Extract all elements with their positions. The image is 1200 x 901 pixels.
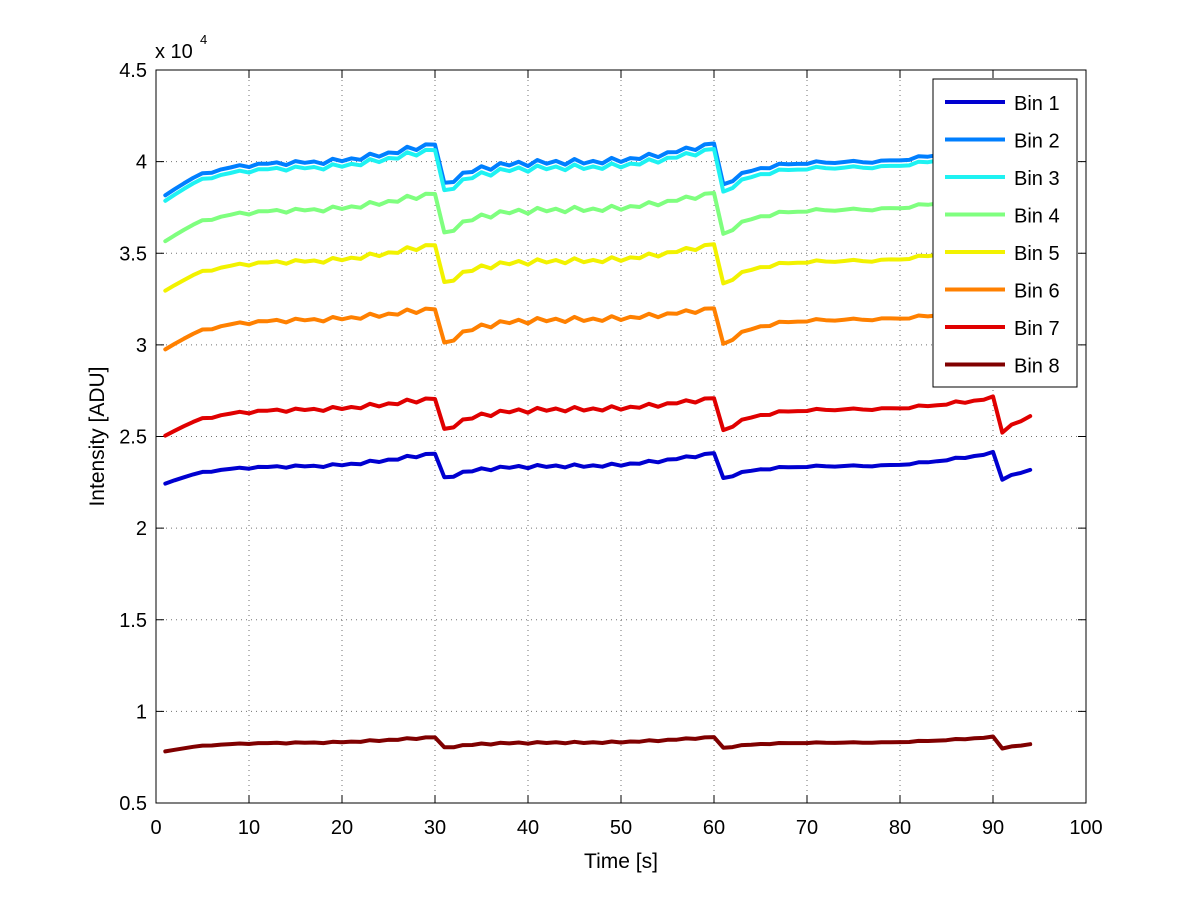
legend-label: Bin 7 (1014, 318, 1060, 340)
series-lines (163, 139, 1033, 754)
series-line-bin-3 (163, 144, 1033, 203)
y-tick-label: 4 (136, 152, 147, 174)
x-tick-label: 20 (331, 817, 353, 839)
x-tick-label: 30 (424, 817, 446, 839)
series-line-bin-5 (163, 240, 1033, 293)
x-tick-label: 40 (517, 817, 539, 839)
legend-label: Bin 6 (1014, 281, 1060, 303)
series-line-bin-2 (163, 139, 1033, 198)
x-axis-ticks: 0 10 20 30 40 50 60 70 80 90 100 (150, 70, 1103, 839)
legend-label: Bin 1 (1014, 93, 1060, 115)
series-line-bin-8 (163, 734, 1033, 754)
y-exponent-power: 4 (200, 32, 207, 47)
series-line-bin-7 (163, 394, 1033, 438)
y-tick-label: 1.5 (119, 610, 147, 632)
y-axis-label: Intensity [ADU] (86, 366, 109, 506)
y-tick-label: 3.5 (119, 243, 147, 265)
series-line-bin-6 (163, 304, 1033, 352)
y-tick-label: 1 (136, 701, 147, 723)
x-tick-label: 80 (889, 817, 911, 839)
legend-label: Bin 5 (1014, 243, 1060, 265)
y-axis-exponent: x 10 4 (155, 32, 207, 63)
x-tick-label: 100 (1069, 817, 1102, 839)
x-tick-label: 90 (982, 817, 1004, 839)
x-tick-label: 0 (150, 817, 161, 839)
legend-label: Bin 8 (1014, 356, 1060, 378)
y-exponent-base: x 10 (155, 41, 193, 63)
legend-label: Bin 3 (1014, 168, 1060, 190)
series-line-bin-1 (163, 449, 1033, 486)
x-axis-label: Time [s] (584, 850, 658, 873)
y-tick-label: 3 (136, 335, 147, 357)
legend-label: Bin 4 (1014, 206, 1060, 228)
legend-label: Bin 2 (1014, 131, 1060, 153)
y-axis-ticks: 0.5 1 1.5 2 2.5 3 3.5 4 4.5 (119, 60, 1086, 815)
legend: Bin 1 Bin 2 Bin 3 Bin 4 Bin 5 Bin 6 Bin 7 Bin 8 (932, 78, 1078, 388)
y-tick-label: 4.5 (119, 60, 147, 82)
y-tick-label: 2.5 (119, 427, 147, 449)
y-tick-label: 2 (136, 518, 147, 540)
y-tick-label: 0.5 (119, 793, 147, 815)
x-tick-label: 60 (703, 817, 725, 839)
series-line-bin-4 (163, 188, 1033, 244)
x-tick-label: 70 (796, 817, 818, 839)
x-tick-label: 50 (610, 817, 632, 839)
legend-box (932, 78, 1078, 388)
x-tick-label: 10 (238, 817, 260, 839)
